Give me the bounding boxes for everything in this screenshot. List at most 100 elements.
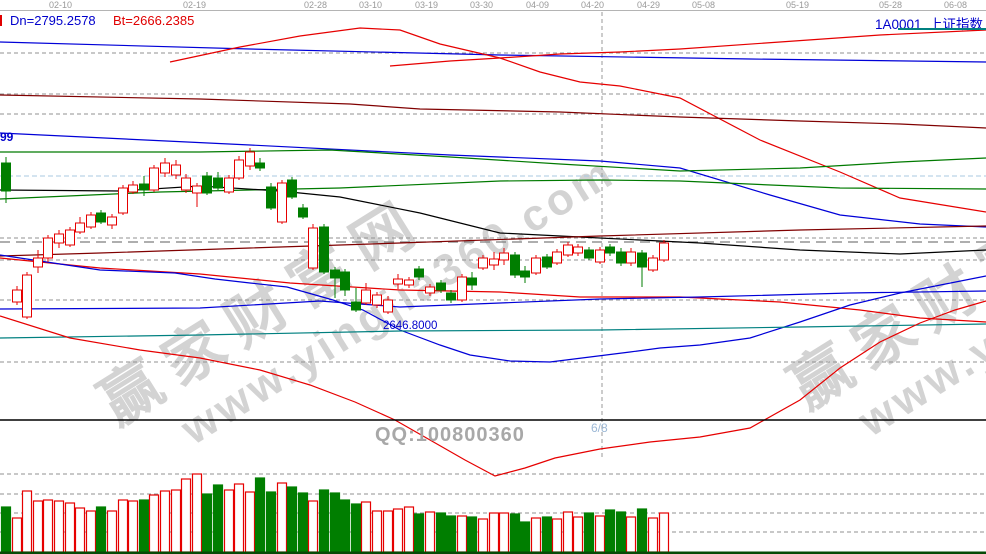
- volume-bar: [572, 516, 584, 553]
- candle-body: [414, 268, 424, 278]
- candle-body: [552, 251, 562, 264]
- volume-bar: [297, 492, 309, 553]
- ma-teal-longterm: [0, 323, 986, 339]
- volume-bar: [498, 512, 510, 553]
- channel-green-lower: [0, 179, 986, 200]
- symbol-title[interactable]: 1A0001 上证指数: [875, 13, 983, 33]
- candle-body: [351, 301, 361, 311]
- volume-bar: [466, 516, 478, 553]
- volume-bar: [180, 478, 192, 553]
- volume-bar: [625, 516, 637, 553]
- volume-bar: [233, 483, 245, 553]
- volume-bar: [350, 503, 362, 553]
- volume-bar: [392, 508, 404, 553]
- volume-bar: [371, 510, 383, 553]
- volume-bar: [647, 517, 659, 553]
- volume-bar: [658, 512, 670, 553]
- candle-body: [573, 246, 583, 254]
- candle-body: [224, 177, 234, 193]
- candle-body: [648, 257, 658, 271]
- volume-bar: [53, 500, 65, 553]
- volume-bar: [488, 512, 500, 553]
- candle-body: [213, 177, 223, 189]
- candle-body: [139, 183, 149, 191]
- date-label: 04-09: [526, 0, 550, 10]
- volume-bar: [117, 499, 129, 553]
- volume-bar: [615, 511, 627, 553]
- candle-body: [181, 177, 191, 191]
- candle-body: [457, 276, 467, 301]
- candle-body: [383, 299, 393, 313]
- candle-body: [75, 222, 85, 233]
- candle-body: [393, 278, 403, 285]
- volume-bar: [138, 499, 150, 553]
- candle-body: [118, 187, 128, 214]
- volume-bar: [339, 499, 351, 553]
- volume-bar: [201, 493, 213, 553]
- candle-body: [43, 237, 53, 259]
- candle-body: [542, 256, 552, 268]
- candle-body: [478, 257, 488, 269]
- candle-body: [298, 207, 308, 218]
- qq-contact-label: QQ:100800360: [375, 424, 525, 446]
- candle-body: [637, 252, 647, 268]
- candle-body: [86, 214, 96, 228]
- volume-bar: [456, 515, 468, 553]
- date-label: 05-28: [879, 0, 903, 10]
- candle-body: [446, 292, 456, 301]
- candle-body: [54, 233, 64, 244]
- date-axis: 02-10 02-19 02-28 03-10 03-19 03-30 04-09 04-20…: [0, 0, 986, 10]
- candle-body: [425, 286, 435, 294]
- candle-body: [659, 242, 669, 261]
- volume-bar: [159, 490, 171, 553]
- volume-bar: [477, 518, 489, 553]
- candle-body: [1, 162, 11, 192]
- volume-bar: [74, 507, 86, 553]
- volume-bar: [562, 511, 574, 553]
- volume-bar: [223, 489, 235, 553]
- symbol-title-underline: [898, 28, 986, 30]
- candle-body: [96, 212, 106, 223]
- candle-body: [626, 251, 636, 264]
- volume-bar: [85, 510, 97, 553]
- volume-bar: [265, 491, 277, 553]
- date-label: 05-08: [692, 0, 716, 10]
- candle-body: [510, 254, 520, 276]
- volume-bar: [0, 506, 12, 553]
- date-label: 04-20: [581, 0, 605, 10]
- candle-body: [467, 277, 477, 286]
- volume-bar: [435, 512, 447, 553]
- candle-body: [245, 151, 255, 167]
- candle-body: [584, 249, 594, 259]
- candle-body: [330, 269, 340, 279]
- ma-black: [0, 185, 986, 255]
- volume-bar: [445, 515, 457, 553]
- volume-bar: [424, 511, 436, 553]
- volume-bar: [318, 489, 330, 553]
- dn-value: Dn=2795.2578: [10, 13, 96, 28]
- volume-bar: [127, 500, 139, 553]
- date-label: 06-08: [944, 0, 968, 10]
- volume-bar: [594, 515, 606, 553]
- ma-red-mid: [0, 257, 986, 323]
- candle-body: [372, 294, 382, 306]
- candle-body: [489, 258, 499, 266]
- channel-green-upper: [0, 149, 986, 172]
- volume-baseline: [0, 551, 986, 554]
- date-label: 03-30: [470, 0, 494, 10]
- ma-blue-top: [0, 41, 986, 63]
- candle-body: [361, 289, 371, 304]
- date-label: 05-19: [786, 0, 810, 10]
- volume-bar: [307, 500, 319, 553]
- volume-bar: [583, 512, 595, 553]
- volume-bar: [541, 516, 553, 553]
- candle-body: [499, 252, 509, 261]
- volume-bar: [403, 506, 415, 553]
- candle-body: [319, 226, 329, 273]
- date-label: 02-19: [183, 0, 207, 10]
- candle-body: [266, 186, 276, 209]
- date-label: 02-28: [304, 0, 328, 10]
- candle-body: [128, 184, 138, 193]
